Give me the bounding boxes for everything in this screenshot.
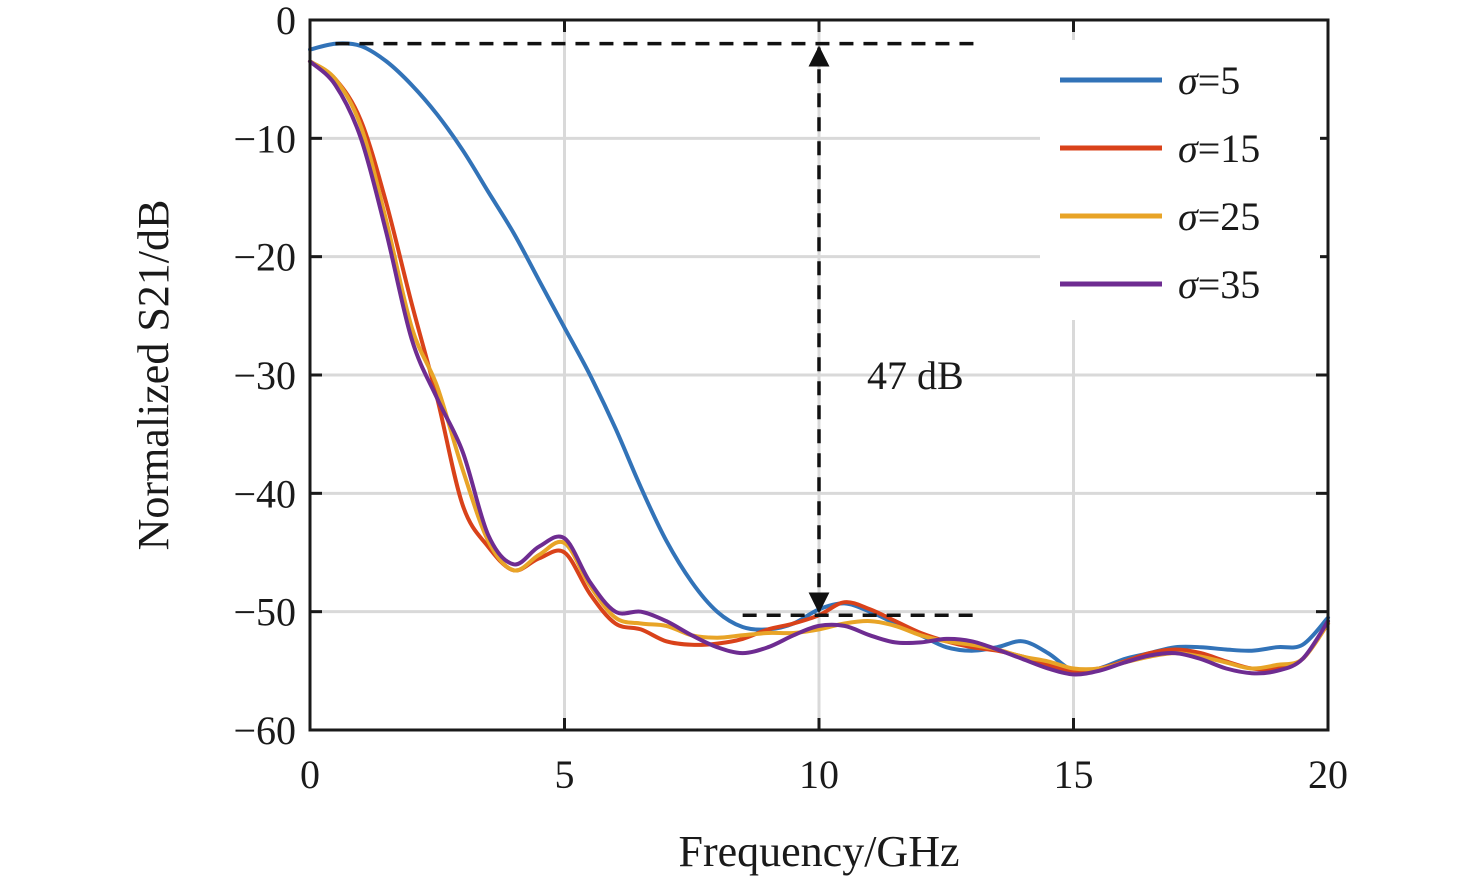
x-tick-label-2: 10 [799, 752, 839, 797]
x-tick-label-3: 15 [1054, 752, 1094, 797]
y-tick-label-1: −10 [233, 116, 296, 161]
y-tick-label-0: 0 [276, 0, 296, 43]
x-tick-label-1: 5 [555, 752, 575, 797]
series-line-3 [308, 59, 1330, 677]
y-tick-label-4: −40 [233, 471, 296, 516]
legend: σ=5 σ=15 σ=25 σ=35 [1040, 40, 1320, 320]
legend-label-2: σ=25 [1178, 194, 1260, 239]
series-line-1 [308, 59, 1330, 673]
y-tick-label-6: −60 [233, 708, 296, 753]
legend-label-3: σ=35 [1178, 262, 1260, 307]
y-tick-label-3: −30 [233, 353, 296, 398]
legend-label-0: σ=5 [1178, 58, 1240, 103]
y-tick-label-5: −50 [233, 590, 296, 635]
reference-lines [335, 41, 982, 617]
annotation-47db: 47 dB [867, 353, 964, 398]
x-axis-label: Frequency/GHz [678, 827, 959, 876]
legend-background [1040, 40, 1320, 320]
y-tick-label-2: −20 [233, 235, 296, 280]
y-axis-label: Normalized S21/dB [129, 200, 178, 551]
x-tick-label-0: 0 [300, 752, 320, 797]
tick-labels: 0 5 10 15 20 0 −10 −20 −30 −40 −50 −60 [233, 0, 1348, 797]
legend-label-1: σ=15 [1178, 126, 1260, 171]
x-tick-label-4: 20 [1308, 752, 1348, 797]
